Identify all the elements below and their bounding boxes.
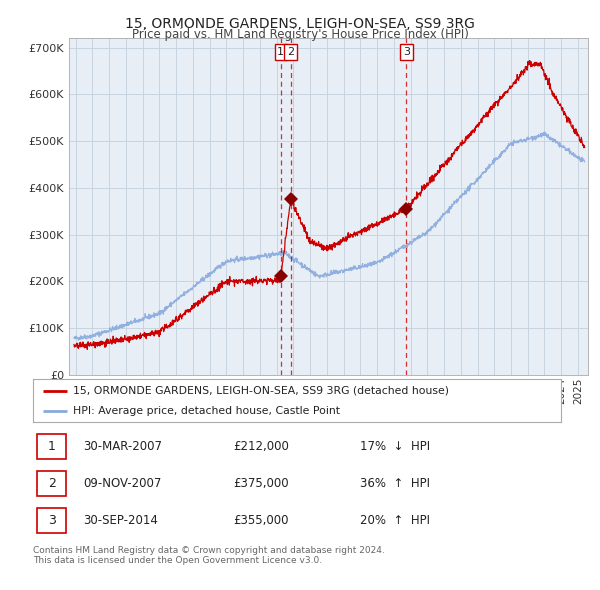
Text: 30-MAR-2007: 30-MAR-2007 [83,440,162,453]
Text: Price paid vs. HM Land Registry's House Price Index (HPI): Price paid vs. HM Land Registry's House … [131,28,469,41]
Text: Contains HM Land Registry data © Crown copyright and database right 2024.: Contains HM Land Registry data © Crown c… [33,546,385,555]
Text: £212,000: £212,000 [233,440,290,453]
FancyBboxPatch shape [37,434,66,459]
Text: 17%  ↓  HPI: 17% ↓ HPI [361,440,430,453]
Text: 36%  ↑  HPI: 36% ↑ HPI [361,477,430,490]
Text: 3: 3 [403,47,410,57]
Text: 1: 1 [48,440,56,453]
Text: 3: 3 [48,514,56,527]
Text: 20%  ↑  HPI: 20% ↑ HPI [361,514,430,527]
Text: This data is licensed under the Open Government Licence v3.0.: This data is licensed under the Open Gov… [33,556,322,565]
Text: 2: 2 [287,47,295,57]
Text: 1: 1 [277,47,284,57]
Text: 15, ORMONDE GARDENS, LEIGH-ON-SEA, SS9 3RG: 15, ORMONDE GARDENS, LEIGH-ON-SEA, SS9 3… [125,17,475,31]
Text: 15, ORMONDE GARDENS, LEIGH-ON-SEA, SS9 3RG (detached house): 15, ORMONDE GARDENS, LEIGH-ON-SEA, SS9 3… [73,386,449,396]
Text: 2: 2 [48,477,56,490]
Text: £355,000: £355,000 [233,514,289,527]
Text: 09-NOV-2007: 09-NOV-2007 [83,477,161,490]
FancyBboxPatch shape [37,471,66,496]
Text: £375,000: £375,000 [233,477,289,490]
Text: HPI: Average price, detached house, Castle Point: HPI: Average price, detached house, Cast… [73,407,340,416]
Text: 30-SEP-2014: 30-SEP-2014 [83,514,158,527]
FancyBboxPatch shape [37,509,66,533]
